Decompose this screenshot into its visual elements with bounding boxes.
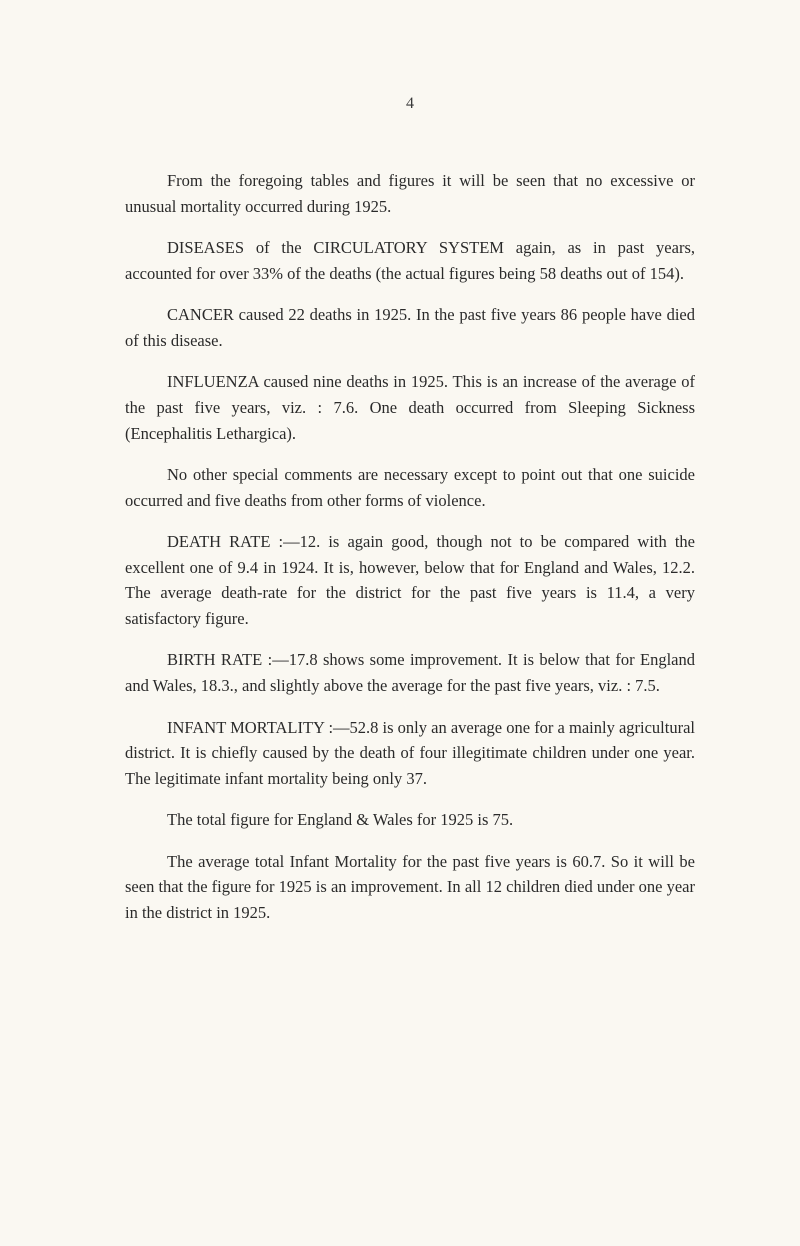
paragraph-diseases-circulatory: DISEASES of the CIRCULATORY SYSTEM again…	[125, 235, 695, 286]
paragraph-influenza: INFLUENZA caused nine deaths in 1925. Th…	[125, 369, 695, 446]
paragraph-intro: From the foregoing tables and figures it…	[125, 168, 695, 219]
paragraph-cancer: CANCER caused 22 deaths in 1925. In the …	[125, 302, 695, 353]
document-page: 4 From the foregoing tables and figures …	[0, 0, 800, 1002]
paragraph-infant-mortality: INFANT MORTALITY :—52.8 is only an avera…	[125, 715, 695, 792]
paragraph-england-wales-figure: The total figure for England & Wales for…	[125, 807, 695, 833]
paragraph-average-infant-mortality: The average total Infant Mortality for t…	[125, 849, 695, 926]
page-number: 4	[125, 95, 695, 113]
paragraph-birth-rate: BIRTH RATE :—17.8 shows some improvement…	[125, 647, 695, 698]
paragraph-death-rate: DEATH RATE :—12. is again good, though n…	[125, 529, 695, 631]
paragraph-other-comments: No other special comments are necessary …	[125, 462, 695, 513]
